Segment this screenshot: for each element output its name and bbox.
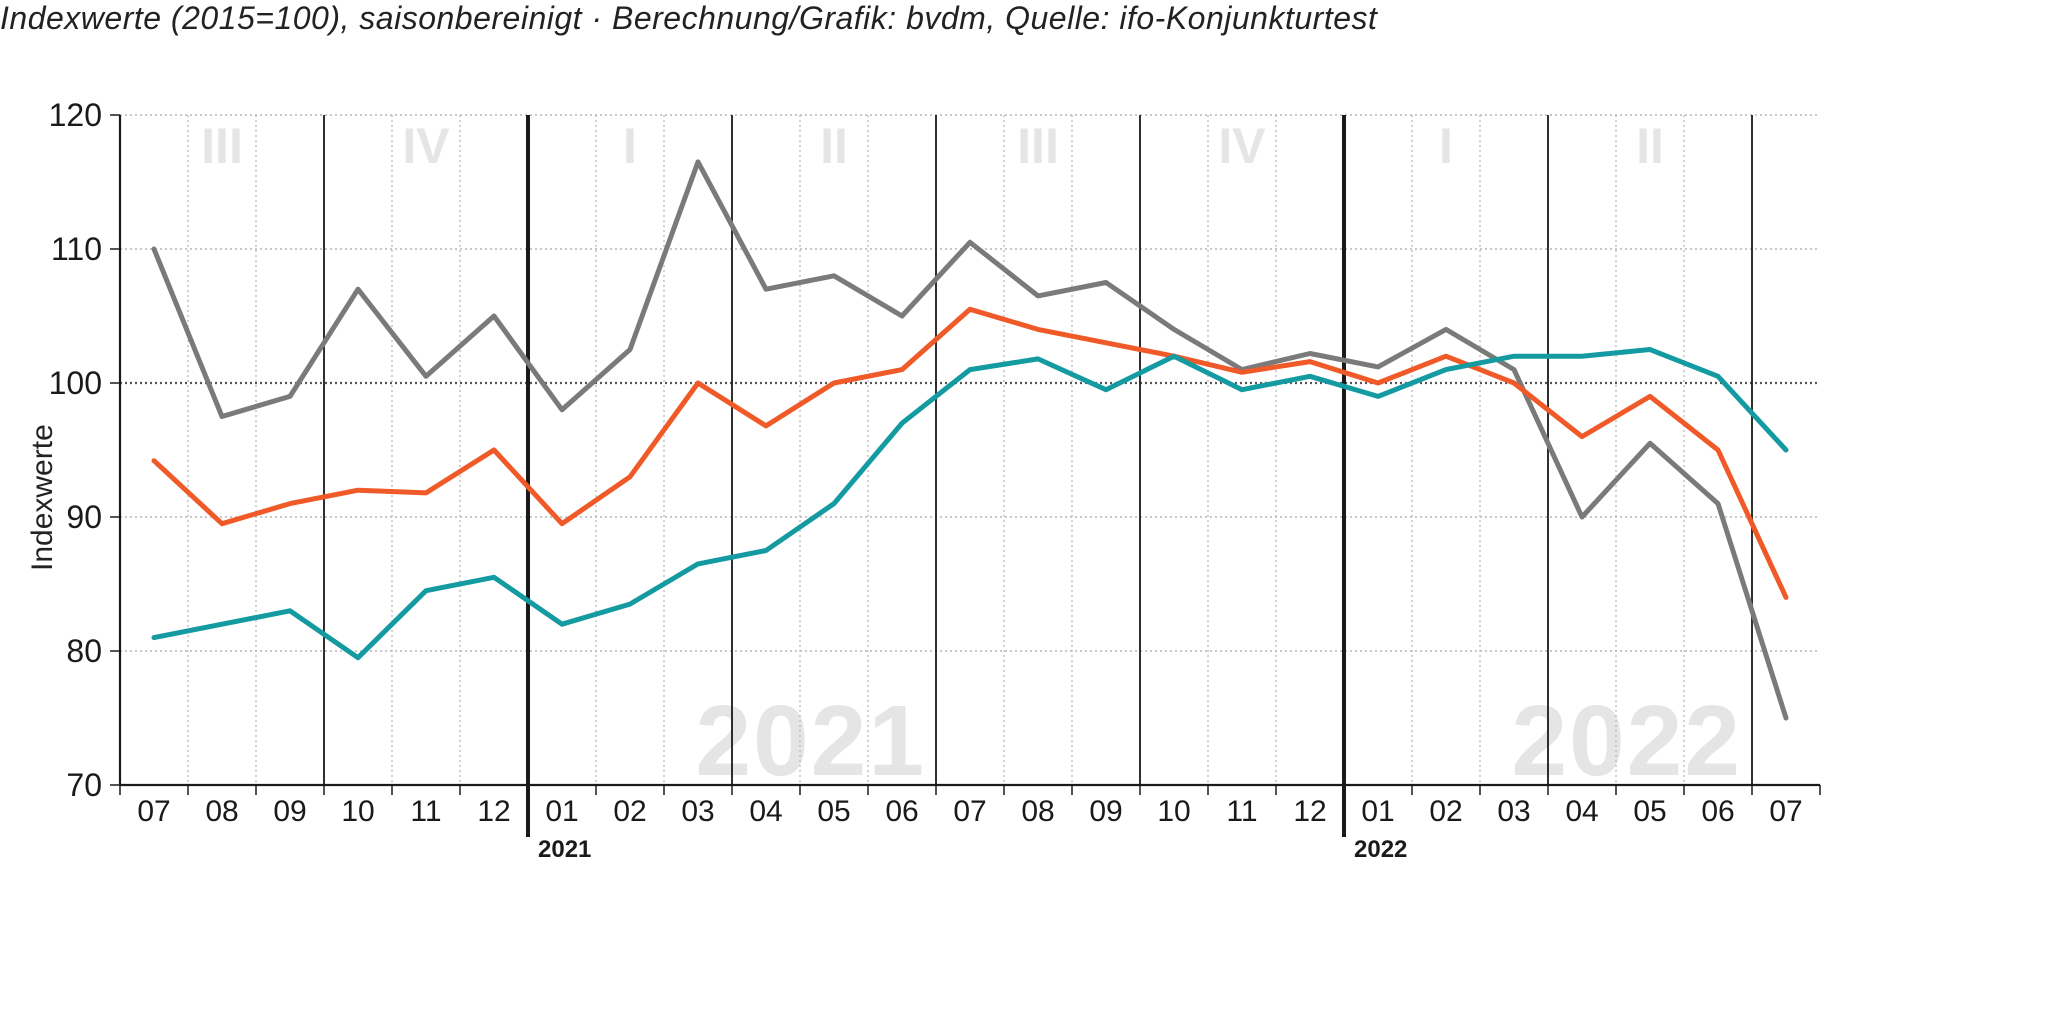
y-tick-label: 70 [66, 767, 102, 803]
x-tick-label: 03 [1497, 795, 1530, 828]
x-tick-label: 10 [341, 795, 374, 828]
x-tick-label: 01 [1361, 795, 1394, 828]
x-tick-label: 01 [545, 795, 578, 828]
quarter-label: I [1439, 118, 1453, 174]
series-gray [154, 162, 1786, 718]
x-tick-label: 05 [817, 795, 850, 828]
x-tick-label: 11 [1226, 795, 1257, 828]
x-tick-label: 04 [1565, 795, 1598, 828]
quarter-label: III [1017, 118, 1059, 174]
chart-svg: 20212022IIIIVIIIIIIIVIII2021202270809010… [0, 0, 2048, 1024]
x-tick-label: 08 [205, 795, 238, 828]
x-tick-label: 07 [137, 795, 170, 828]
quarter-label: II [820, 118, 848, 174]
x-tick-label: 05 [1633, 795, 1666, 828]
x-tick-label: 06 [885, 795, 918, 828]
x-tick-label: 09 [273, 795, 306, 828]
y-tick-label: 90 [66, 499, 102, 535]
year-boundary-label: 2021 [538, 836, 591, 863]
y-tick-label: 80 [66, 633, 102, 669]
x-tick-label: 12 [1293, 795, 1326, 828]
x-tick-label: 12 [477, 795, 510, 828]
quarter-label: II [1636, 118, 1664, 174]
quarter-label: III [201, 118, 243, 174]
x-tick-label: 09 [1089, 795, 1122, 828]
series-teal [154, 350, 1786, 658]
x-tick-label: 02 [1429, 795, 1462, 828]
y-tick-label: 120 [49, 97, 102, 133]
year-watermark: 2021 [696, 685, 926, 797]
x-tick-label: 11 [410, 795, 441, 828]
x-tick-label: 10 [1157, 795, 1190, 828]
quarter-label: IV [402, 118, 450, 174]
y-tick-label: 100 [49, 365, 102, 401]
year-boundary-label: 2022 [1354, 836, 1407, 863]
x-tick-label: 07 [953, 795, 986, 828]
series-orange [154, 309, 1786, 597]
x-tick-label: 07 [1769, 795, 1802, 828]
x-tick-label: 04 [749, 795, 782, 828]
x-tick-label: 02 [613, 795, 646, 828]
x-tick-label: 08 [1021, 795, 1054, 828]
x-tick-label: 03 [681, 795, 714, 828]
year-watermark: 2022 [1512, 685, 1742, 797]
quarter-label: IV [1218, 118, 1266, 174]
quarter-label: I [623, 118, 637, 174]
y-tick-label: 110 [51, 231, 102, 267]
x-tick-label: 06 [1701, 795, 1734, 828]
